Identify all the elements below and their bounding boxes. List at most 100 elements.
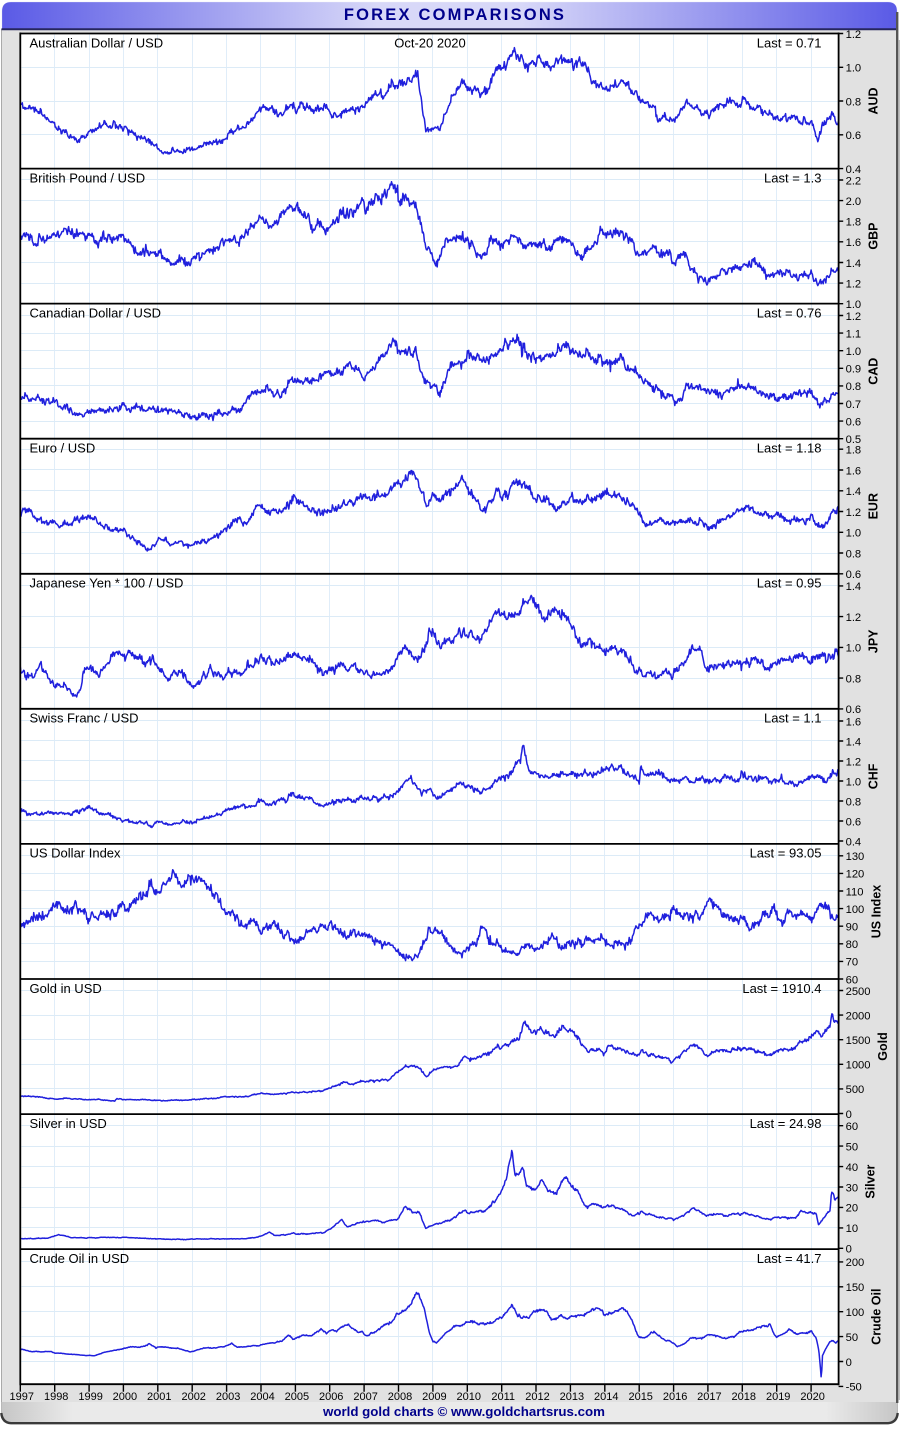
svg-text:Last = 0.76: Last = 0.76 xyxy=(757,305,822,320)
svg-text:1.6: 1.6 xyxy=(846,465,862,477)
svg-text:Last = 1910.4: Last = 1910.4 xyxy=(742,981,821,996)
svg-text:1.2: 1.2 xyxy=(846,507,862,519)
svg-text:2018: 2018 xyxy=(732,1391,756,1403)
svg-text:2007: 2007 xyxy=(353,1391,377,1403)
svg-text:0: 0 xyxy=(846,1109,852,1121)
svg-text:0.8: 0.8 xyxy=(846,381,862,393)
svg-text:100: 100 xyxy=(846,1307,865,1319)
svg-text:2001: 2001 xyxy=(147,1391,171,1403)
svg-text:1.6: 1.6 xyxy=(846,237,862,249)
svg-text:Gold in USD: Gold in USD xyxy=(30,981,102,996)
svg-text:JPY: JPY xyxy=(867,629,881,653)
svg-text:Last = 41.7: Last = 41.7 xyxy=(757,1251,822,1266)
svg-text:120: 120 xyxy=(846,869,865,881)
svg-text:1000: 1000 xyxy=(846,1060,871,1072)
svg-text:0.6: 0.6 xyxy=(846,704,862,716)
svg-text:10: 10 xyxy=(846,1223,858,1235)
svg-text:70: 70 xyxy=(846,957,858,969)
svg-text:US Index: US Index xyxy=(870,885,884,939)
svg-text:CAD: CAD xyxy=(867,358,881,385)
svg-text:0.5: 0.5 xyxy=(846,434,862,446)
svg-text:90: 90 xyxy=(846,922,858,934)
svg-text:20: 20 xyxy=(846,1203,858,1215)
svg-text:0: 0 xyxy=(846,1244,852,1256)
svg-text:130: 130 xyxy=(846,851,865,863)
svg-text:2500: 2500 xyxy=(846,986,871,998)
svg-text:Silver in USD: Silver in USD xyxy=(30,1116,107,1131)
svg-text:Euro / USD: Euro / USD xyxy=(30,441,96,456)
svg-text:0.8: 0.8 xyxy=(846,548,862,560)
svg-text:2008: 2008 xyxy=(388,1391,412,1403)
svg-text:FOREX COMPARISONS: FOREX COMPARISONS xyxy=(344,6,566,24)
svg-text:1.0: 1.0 xyxy=(846,299,862,311)
svg-text:0.8: 0.8 xyxy=(846,796,862,808)
svg-text:Last = 1.3: Last = 1.3 xyxy=(764,170,821,185)
svg-text:0.7: 0.7 xyxy=(846,399,862,411)
svg-text:Last = 1.1: Last = 1.1 xyxy=(764,711,821,726)
svg-text:1.4: 1.4 xyxy=(846,581,862,593)
svg-text:British Pound / USD: British Pound / USD xyxy=(30,170,146,185)
svg-text:1.2: 1.2 xyxy=(846,311,862,323)
svg-text:200: 200 xyxy=(846,1257,865,1269)
svg-text:110: 110 xyxy=(846,886,864,898)
svg-text:Swiss Franc / USD: Swiss Franc / USD xyxy=(30,711,139,726)
svg-text:Japanese Yen * 100 / USD: Japanese Yen * 100 / USD xyxy=(30,576,184,591)
svg-text:50: 50 xyxy=(846,1332,858,1344)
svg-text:2000: 2000 xyxy=(113,1391,137,1403)
svg-text:80: 80 xyxy=(846,939,858,951)
svg-text:1.0: 1.0 xyxy=(846,528,862,540)
svg-text:1.0: 1.0 xyxy=(846,63,862,75)
svg-text:Silver: Silver xyxy=(863,1164,877,1198)
svg-text:1.8: 1.8 xyxy=(846,445,862,457)
svg-text:Last = 0.71: Last = 0.71 xyxy=(757,35,822,50)
svg-text:1.2: 1.2 xyxy=(846,29,862,41)
svg-text:Oct-20 2020: Oct-20 2020 xyxy=(394,35,466,50)
svg-text:2015: 2015 xyxy=(628,1391,652,1403)
svg-text:0.6: 0.6 xyxy=(846,416,862,428)
svg-text:Last = 0.95: Last = 0.95 xyxy=(757,576,822,591)
svg-text:1.4: 1.4 xyxy=(846,486,862,498)
svg-text:1.0: 1.0 xyxy=(846,776,862,788)
svg-text:0.6: 0.6 xyxy=(846,569,862,581)
svg-text:1.4: 1.4 xyxy=(846,258,862,270)
svg-text:Crude Oil: Crude Oil xyxy=(870,1289,884,1345)
svg-text:2017: 2017 xyxy=(697,1391,721,1403)
svg-text:1997: 1997 xyxy=(10,1391,34,1403)
svg-text:1.4: 1.4 xyxy=(846,736,862,748)
svg-text:Canadian Dollar / USD: Canadian Dollar / USD xyxy=(30,305,162,320)
svg-text:2019: 2019 xyxy=(766,1391,790,1403)
svg-text:EUR: EUR xyxy=(867,493,881,519)
svg-text:30: 30 xyxy=(846,1182,858,1194)
svg-text:1.6: 1.6 xyxy=(846,716,862,728)
svg-text:2.0: 2.0 xyxy=(846,196,862,208)
svg-text:2020: 2020 xyxy=(800,1391,824,1403)
svg-text:500: 500 xyxy=(846,1084,865,1096)
svg-text:1.1: 1.1 xyxy=(846,328,862,340)
svg-text:60: 60 xyxy=(846,1121,858,1133)
svg-text:50: 50 xyxy=(846,1141,858,1153)
svg-text:150: 150 xyxy=(846,1282,865,1294)
svg-text:AUD: AUD xyxy=(867,87,881,114)
svg-text:0.6: 0.6 xyxy=(846,816,862,828)
svg-text:Last = 93.05: Last = 93.05 xyxy=(750,846,822,861)
svg-text:0.4: 0.4 xyxy=(846,164,862,176)
svg-text:1.2: 1.2 xyxy=(846,756,862,768)
svg-text:0.8: 0.8 xyxy=(846,96,862,108)
svg-text:-50: -50 xyxy=(846,1382,862,1394)
svg-text:2006: 2006 xyxy=(319,1391,343,1403)
svg-text:1.0: 1.0 xyxy=(846,346,862,358)
svg-text:Last = 1.18: Last = 1.18 xyxy=(757,441,822,456)
svg-text:2011: 2011 xyxy=(491,1391,515,1403)
svg-text:Crude Oil in USD: Crude Oil in USD xyxy=(30,1251,130,1266)
svg-text:2012: 2012 xyxy=(525,1391,549,1403)
svg-text:2003: 2003 xyxy=(216,1391,240,1403)
svg-text:Gold: Gold xyxy=(876,1032,890,1060)
svg-text:2002: 2002 xyxy=(181,1391,205,1403)
svg-text:1.0: 1.0 xyxy=(846,643,862,655)
svg-text:0.6: 0.6 xyxy=(846,130,862,142)
svg-text:1500: 1500 xyxy=(846,1035,871,1047)
svg-text:0.4: 0.4 xyxy=(846,836,862,848)
svg-text:60: 60 xyxy=(846,974,858,986)
svg-text:1999: 1999 xyxy=(78,1391,102,1403)
svg-text:2013: 2013 xyxy=(560,1391,584,1403)
